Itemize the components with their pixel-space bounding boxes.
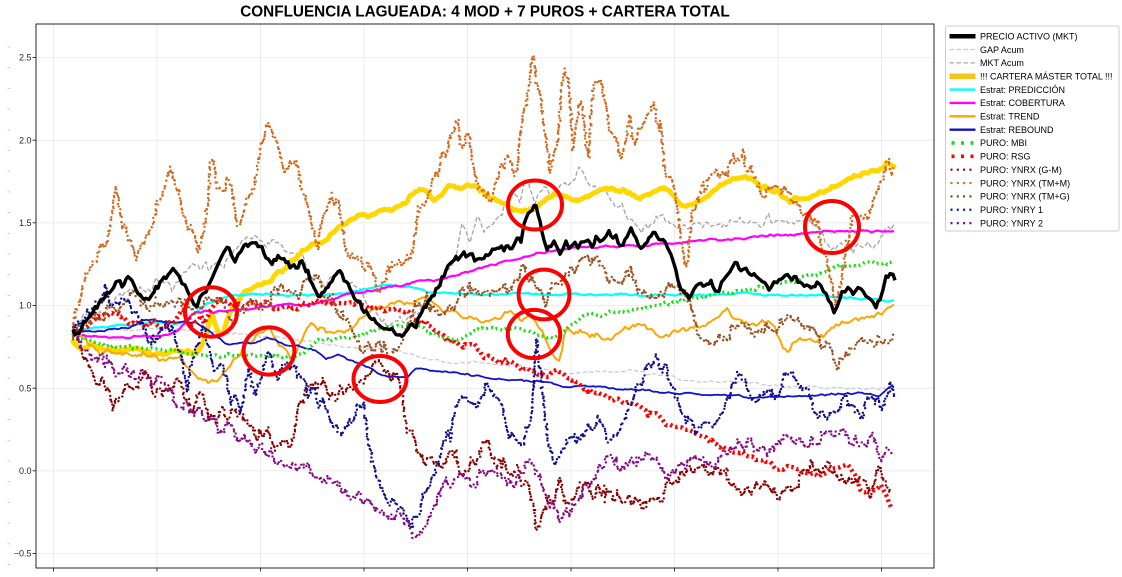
- svg-text:GAP Acum: GAP Acum: [980, 45, 1024, 55]
- svg-text:!!! CARTERA MÁSTER TOTAL !!!: !!! CARTERA MÁSTER TOTAL !!!: [980, 71, 1113, 81]
- svg-text:PURO: YNRX (TM+M): PURO: YNRX (TM+M): [980, 178, 1070, 188]
- svg-text:1.0: 1.0: [19, 301, 32, 311]
- svg-text:0.0: 0.0: [19, 466, 32, 476]
- svg-text:0.5: 0.5: [19, 383, 32, 393]
- svg-text:CONFLUENCIA LAGUEADA: 4 MOD +: CONFLUENCIA LAGUEADA: 4 MOD + 7 PUROS + …: [240, 4, 730, 21]
- svg-text:1.5: 1.5: [19, 218, 32, 228]
- svg-text:PURO: RSG: PURO: RSG: [980, 152, 1031, 162]
- svg-text:Estrat: PREDICCIÓN: Estrat: PREDICCIÓN: [980, 85, 1065, 95]
- svg-text:PURO: MBI: PURO: MBI: [980, 138, 1027, 148]
- svg-text:Estrat: TREND: Estrat: TREND: [980, 112, 1040, 122]
- svg-text:Estrat: REBOUND: Estrat: REBOUND: [980, 125, 1054, 135]
- svg-text:Estrat: COBERTURA: Estrat: COBERTURA: [980, 98, 1065, 108]
- svg-text:−0.5: −0.5: [14, 549, 32, 559]
- svg-text:PURO: YNRX (G-M): PURO: YNRX (G-M): [980, 165, 1062, 175]
- svg-text:PRECIO ACTIVO (MKT): PRECIO ACTIVO (MKT): [980, 31, 1078, 41]
- svg-text:2.0: 2.0: [19, 135, 32, 145]
- svg-text:PURO: YNRX (TM+G): PURO: YNRX (TM+G): [980, 192, 1070, 202]
- svg-text:MKT Acum: MKT Acum: [980, 58, 1024, 68]
- svg-text:PURO: YNRY 1: PURO: YNRY 1: [980, 205, 1043, 215]
- svg-text:2.5: 2.5: [19, 53, 32, 63]
- svg-text:PURO: YNRY 2: PURO: YNRY 2: [980, 218, 1043, 228]
